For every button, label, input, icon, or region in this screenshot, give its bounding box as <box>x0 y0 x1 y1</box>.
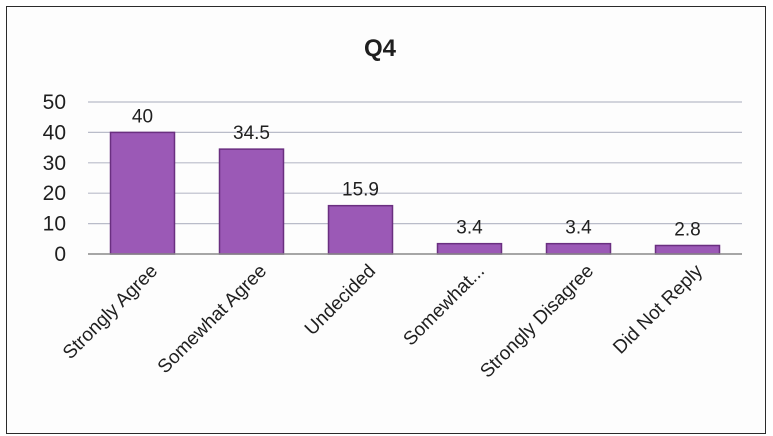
bar-3 <box>436 242 503 255</box>
data-label-1: 34.5 <box>233 123 270 144</box>
bar-5 <box>654 244 721 255</box>
data-labels: 40 34.5 15.9 3.4 3.4 2.8 <box>132 106 701 240</box>
bar-1 <box>218 148 285 255</box>
bar-2 <box>327 204 394 255</box>
category-label-5: Did Not Reply <box>609 260 707 358</box>
data-label-3: 3.4 <box>456 218 483 239</box>
y-tick-label: 30 <box>43 152 66 175</box>
category-label-2: Undecided <box>301 261 380 340</box>
bar-4 <box>545 242 612 255</box>
bars <box>109 131 721 255</box>
chart-title: Q4 <box>364 35 397 62</box>
bar-0 <box>109 131 176 255</box>
gridlines <box>88 101 742 225</box>
data-label-0: 40 <box>132 106 153 127</box>
y-axis-ticks: 0 10 20 30 40 50 <box>43 91 66 266</box>
y-tick-label: 20 <box>43 182 66 205</box>
category-label-0: Strongly Agree <box>59 261 162 364</box>
y-tick-label: 0 <box>54 243 66 266</box>
y-tick-label: 50 <box>43 91 66 114</box>
category-label-4: Strongly Disagree <box>476 261 598 383</box>
data-label-2: 15.9 <box>342 180 379 201</box>
category-label-3: Somewhat... <box>400 261 490 351</box>
y-tick-label: 10 <box>43 213 66 236</box>
category-label-1: Somewhat Agree <box>154 261 271 378</box>
data-label-4: 3.4 <box>565 218 592 239</box>
y-tick-label: 40 <box>43 121 66 144</box>
data-label-5: 2.8 <box>674 219 700 240</box>
